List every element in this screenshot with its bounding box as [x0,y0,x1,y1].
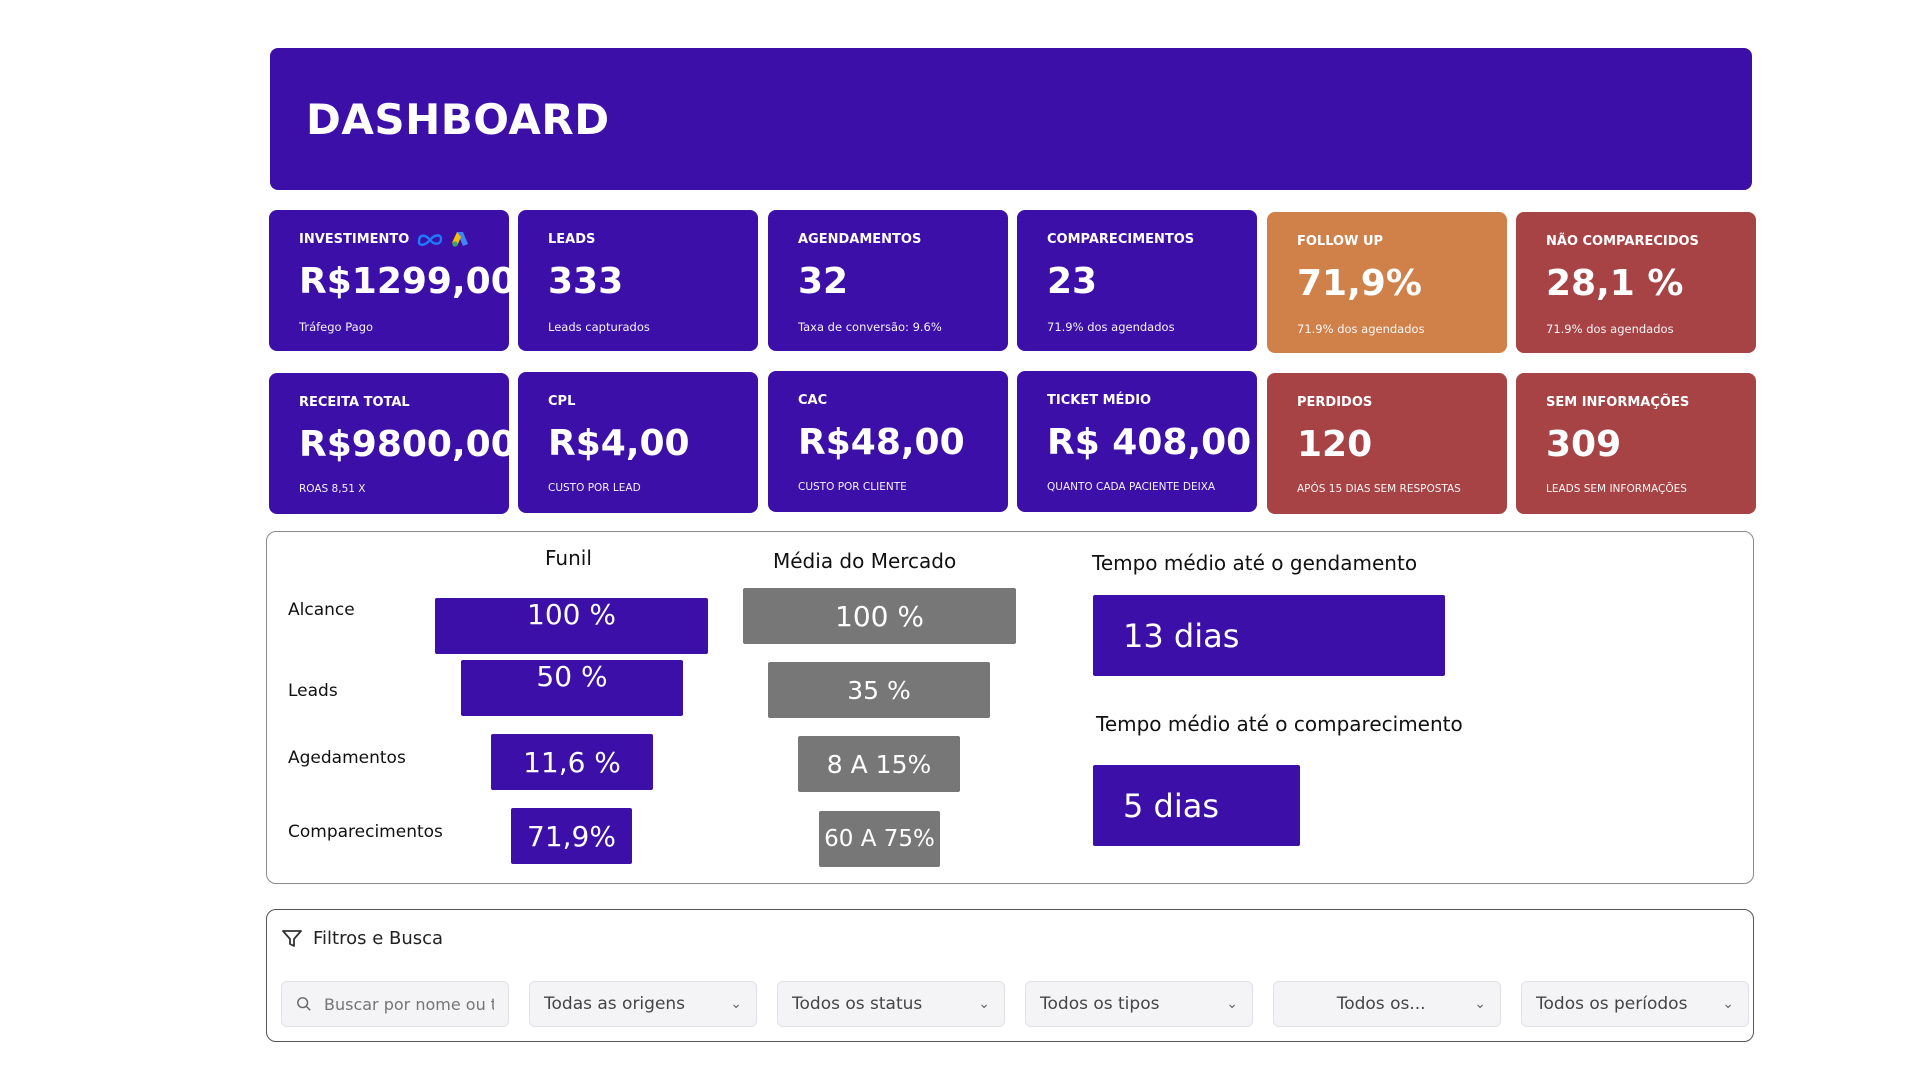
card-value: R$48,00 [798,422,965,463]
card-ticket-medio: TICKET MÉDIO R$ 408,00 QUANTO CADA PACIE… [1017,371,1257,512]
card-label: RECEITA TOTAL [299,394,410,410]
card-perdidos: PERDIDOS 120 APÓS 15 DIAS SEM RESPOSTAS [1267,373,1507,514]
card-value: R$4,00 [548,423,690,464]
funnel-bar: 71,9% [511,808,632,864]
filters-header: Filtros e Busca [281,928,443,949]
origins-select-value: Todas as origens [544,994,686,1014]
schedule-time-value: 13 dias [1093,595,1445,676]
card-label: FOLLOW UP [1297,233,1384,249]
card-value: 23 [1047,261,1098,302]
search-icon [297,997,311,1011]
filters-panel: Filtros e Busca Todas as origens ⌄ Todos… [266,909,1754,1042]
market-bar: 8 A 15% [798,736,960,792]
stage-label: Leads [288,681,338,701]
card-value: 71,9% [1297,263,1422,304]
card-value: 32 [798,261,849,302]
card-value: 309 [1546,424,1622,465]
card-subtitle: Taxa de conversão: 9.6% [798,320,942,334]
card-cpl: CPL R$4,00 CUSTO POR LEAD [518,372,758,513]
stage-label: Comparecimentos [288,822,443,842]
card-leads: LEADS 333 Leads capturados [518,210,758,351]
card-label: PERDIDOS [1297,394,1373,410]
card-subtitle: 71.9% dos agendados [1047,320,1175,334]
card-subtitle: 71.9% dos agendados [1546,322,1674,336]
status-select-value: Todos os status [792,994,923,1014]
meta-icon [418,234,443,246]
card-value: R$1299,00 [299,261,516,302]
filters-title: Filtros e Busca [313,928,444,949]
card-subtitle: Leads capturados [548,320,650,334]
search-input[interactable] [324,994,494,1014]
card-label: COMPARECIMENTOS [1047,231,1195,247]
card-value: 120 [1297,424,1373,465]
funnel-bar: 50 % [461,660,683,716]
card-value: R$9800,00 [299,424,516,465]
funnel-panel: Funil Média do Mercado Alcance Leads Age… [266,531,1754,884]
card-subtitle: ROAS 8,51 X [299,483,366,495]
card-label: AGENDAMENTOS [798,231,922,247]
card-label: CAC [798,392,828,408]
card-value: 333 [548,261,624,302]
card-label: INVESTIMENTO [299,231,410,247]
card-subtitle: 71.9% dos agendados [1297,322,1425,336]
market-title: Média do Mercado [773,549,957,573]
card-label: TICKET MÉDIO [1047,392,1152,408]
stage-label: Agedamentos [288,748,406,768]
types-select[interactable]: Todos os tipos ⌄ [1025,981,1253,1027]
card-agendamentos: AGENDAMENTOS 32 Taxa de conversão: 9.6% [768,210,1008,351]
card-label: CPL [548,393,576,409]
card-nao-comparecidos: NÃO COMPARECIDOS 28,1 % 71.9% dos agenda… [1516,212,1756,353]
other-select-value: Todos os... [1336,994,1426,1014]
chevron-down-icon: ⌄ [978,996,990,1012]
chevron-down-icon: ⌄ [1722,996,1734,1012]
card-sem-informacoes: SEM INFORMAÇÕES 309 LEADS SEM INFORMAÇÕE… [1516,373,1756,514]
page-title: DASHBOARD [306,94,610,144]
market-bar: 60 A 75% [819,811,940,867]
origins-select[interactable]: Todas as origens ⌄ [529,981,757,1027]
google-ads-icon [452,232,469,247]
card-value: R$ 408,00 [1047,422,1252,463]
dashboard-header: DASHBOARD [270,48,1752,190]
card-cac: CAC R$48,00 CUSTO POR CLIENTE [768,371,1008,512]
chevron-down-icon: ⌄ [1226,996,1238,1012]
periods-select[interactable]: Todos os períodos ⌄ [1521,981,1749,1027]
schedule-time-label: Tempo médio até o gendamento [1092,551,1418,575]
funnel-bar: 11,6 % [491,734,653,790]
card-subtitle: QUANTO CADA PACIENTE DEIXA [1047,481,1216,493]
card-label: SEM INFORMAÇÕES [1546,394,1690,410]
attendance-time-value: 5 dias [1093,765,1300,846]
attendance-time-label: Tempo médio até o comparecimento [1096,712,1463,736]
search-box[interactable] [281,981,509,1027]
card-subtitle: CUSTO POR CLIENTE [798,481,907,493]
card-subtitle: LEADS SEM INFORMAÇÕES [1546,483,1687,495]
card-investimento: INVESTIMENTO R$1299,00 Tráfego Pago [269,210,516,351]
chevron-down-icon: ⌄ [1474,996,1486,1012]
card-value: 28,1 % [1546,263,1684,304]
filter-icon [282,929,302,947]
card-subtitle: CUSTO POR LEAD [548,482,641,494]
market-bar: 100 % [743,588,1016,644]
card-receita-total: RECEITA TOTAL R$9800,00 ROAS 8,51 X [269,373,516,514]
periods-select-value: Todos os períodos [1536,994,1688,1014]
card-subtitle: APÓS 15 DIAS SEM RESPOSTAS [1297,483,1461,495]
stage-label: Alcance [288,600,355,620]
funnel-bar: 100 % [435,598,708,654]
types-select-value: Todos os tipos [1040,994,1160,1014]
card-label: NÃO COMPARECIDOS [1546,233,1699,249]
card-follow-up: FOLLOW UP 71,9% 71.9% dos agendados [1267,212,1507,353]
card-label: LEADS [548,231,596,247]
card-comparecimentos: COMPARECIMENTOS 23 71.9% dos agendados [1017,210,1257,351]
other-select[interactable]: Todos os... ⌄ [1273,981,1501,1027]
market-bar: 35 % [768,662,990,718]
card-subtitle: Tráfego Pago [299,320,374,334]
funnel-title: Funil [545,546,592,570]
chevron-down-icon: ⌄ [730,996,742,1012]
status-select[interactable]: Todos os status ⌄ [777,981,1005,1027]
